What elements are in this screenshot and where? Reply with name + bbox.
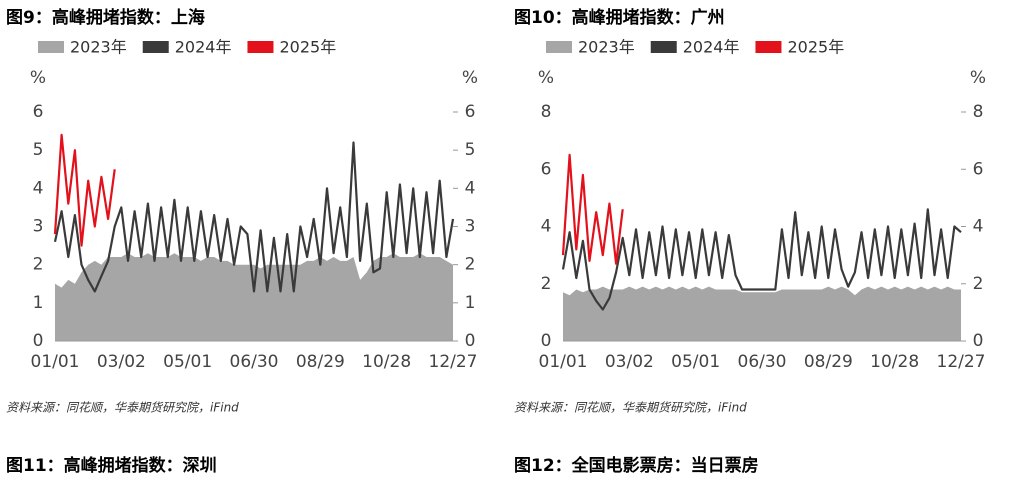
legend-swatch: [650, 41, 677, 53]
y2-tick-label: 2: [465, 255, 476, 275]
y2-tick-label: 3: [465, 217, 476, 237]
y2-tick-label: 4: [465, 178, 476, 198]
area-2023: [55, 253, 453, 341]
y2-tick-label: 6: [465, 102, 476, 122]
x-tick-label: 06/30: [738, 352, 787, 372]
y-tick-label: 5: [33, 140, 44, 160]
x-tick-label: 01/01: [539, 352, 588, 372]
series-line: [53, 141, 455, 293]
series-line: [561, 153, 624, 265]
x-tick-label: 10/28: [870, 352, 919, 372]
y-tick-label: 4: [33, 178, 44, 198]
y2-tick-label: 8: [973, 102, 984, 122]
source-note: 资料来源：同花顺，华泰期货研究院，iFind: [6, 401, 239, 415]
x-tick-label: 03/02: [605, 352, 654, 372]
y-tick-label: 2: [541, 274, 552, 294]
x-tick-label: 05/01: [671, 352, 720, 372]
y-axis-label: %: [30, 68, 46, 88]
y-tick-label: 4: [541, 217, 552, 237]
next-chart-title: 图12：全国电影票房：当日票房: [514, 455, 759, 476]
x-tick-label: 08/29: [804, 352, 853, 372]
legend-swatch: [38, 41, 64, 53]
legend-swatch: [755, 41, 782, 53]
y-axis-label: %: [538, 68, 554, 88]
y2-tick-label: 5: [465, 140, 476, 160]
legend-label: 2025年: [279, 38, 336, 57]
y2-axis-label: %: [462, 68, 478, 88]
x-tick-label: 08/29: [296, 352, 345, 372]
area-2023: [563, 286, 961, 341]
y-tick-label: 2: [33, 255, 44, 275]
legend-label: 2025年: [787, 38, 844, 57]
y-tick-label: 6: [541, 159, 552, 179]
y2-tick-label: 6: [973, 159, 984, 179]
legend-swatch: [142, 41, 169, 53]
y-tick-label: 6: [33, 102, 44, 122]
series-line: [561, 208, 962, 311]
y-tick-label: 0: [33, 331, 44, 351]
x-tick-label: 12/27: [937, 352, 986, 372]
y2-tick-label: 4: [973, 217, 984, 237]
series-line: [53, 133, 116, 247]
chart-title: 图9：高峰拥堵指数：上海: [6, 7, 205, 28]
y-tick-label: 3: [33, 217, 44, 237]
chart-title: 图10：高峰拥堵指数：广州: [514, 7, 725, 28]
x-tick-label: 06/30: [230, 352, 279, 372]
x-tick-label: 01/01: [31, 352, 80, 372]
y2-tick-label: 0: [465, 331, 476, 351]
x-tick-label: 05/01: [163, 352, 212, 372]
y2-tick-label: 2: [973, 274, 984, 294]
legend-label: 2024年: [175, 38, 232, 57]
legend-label: 2023年: [70, 38, 127, 57]
next-chart-title: 图11：高峰拥堵指数：深圳: [6, 455, 217, 476]
x-tick-label: 03/02: [97, 352, 146, 372]
y-tick-label: 1: [33, 293, 44, 313]
source-note: 资料来源：同花顺，华泰期货研究院，iFind: [514, 401, 747, 415]
y2-tick-label: 1: [465, 293, 476, 313]
legend-label: 2024年: [683, 38, 740, 57]
legend-label: 2023年: [578, 38, 635, 57]
legend-swatch: [247, 41, 274, 53]
x-tick-label: 10/28: [362, 352, 411, 372]
y-tick-label: 0: [541, 331, 552, 351]
x-tick-label: 12/27: [429, 352, 478, 372]
y-tick-label: 8: [541, 102, 552, 122]
legend-swatch: [546, 41, 572, 53]
y2-tick-label: 0: [973, 331, 984, 351]
y2-axis-label: %: [970, 68, 986, 88]
